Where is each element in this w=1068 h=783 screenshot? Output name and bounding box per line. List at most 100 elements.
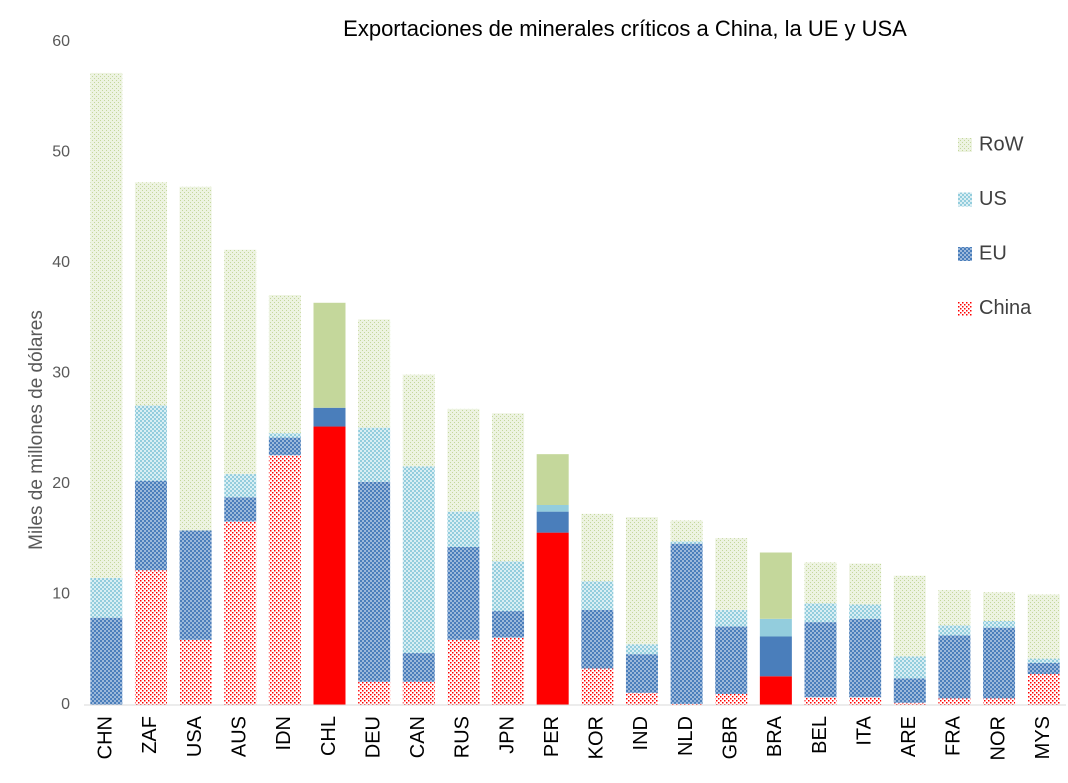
bar-segment xyxy=(670,703,703,705)
bar-segment xyxy=(804,562,837,604)
bar-segment xyxy=(759,636,792,677)
y-axis-label: Miles de millones de dólares xyxy=(26,310,47,550)
bar-segment xyxy=(358,427,391,482)
bar-segment xyxy=(849,604,882,619)
bar-segment xyxy=(134,480,167,571)
bar-segment xyxy=(134,570,167,705)
bar-segment xyxy=(447,511,480,547)
bar-segment xyxy=(536,504,569,512)
legend-label: China xyxy=(979,297,1032,319)
x-tick-label: IND xyxy=(630,716,652,750)
bar-segment xyxy=(90,577,123,618)
bar-segment xyxy=(268,433,301,438)
bar-segment xyxy=(983,592,1016,622)
bar-segment xyxy=(447,408,480,512)
bar-segment xyxy=(179,639,212,705)
x-tick-label: BRA xyxy=(764,715,786,757)
bar-segment xyxy=(938,625,971,636)
bar-segment xyxy=(402,653,435,682)
x-tick-label: DEU xyxy=(362,716,384,758)
bar-segment xyxy=(625,644,658,655)
bar-segment xyxy=(179,186,212,531)
bar-segment xyxy=(90,617,123,705)
bar-segment xyxy=(313,302,346,408)
legend-swatch xyxy=(958,192,972,207)
bar-segment xyxy=(759,618,792,637)
bar-segment xyxy=(670,520,703,542)
y-tick-label: 20 xyxy=(52,475,70,492)
x-tick-label: GBR xyxy=(720,716,742,759)
bar-segment xyxy=(402,374,435,467)
bar-segment xyxy=(893,678,926,703)
bar-segment xyxy=(179,530,212,640)
bar-segment xyxy=(670,543,703,704)
bar-segment xyxy=(983,621,1016,628)
legend-label: RoW xyxy=(979,133,1024,155)
x-tick-label: PER xyxy=(541,716,563,757)
x-tick-label: CAN xyxy=(407,716,429,758)
bar-segment xyxy=(581,513,614,582)
x-tick-label: CHL xyxy=(318,716,340,756)
bar-segment xyxy=(134,182,167,406)
x-tick-label: BEL xyxy=(809,716,831,754)
x-tick-label: NLD xyxy=(675,716,697,756)
bar-segment xyxy=(1027,674,1060,705)
bar-segment xyxy=(715,609,748,627)
bar-segment xyxy=(536,454,569,505)
bar-segment xyxy=(625,517,658,645)
x-tick-label: ZAF xyxy=(139,716,161,754)
bar-segment xyxy=(268,455,301,705)
bar-segment xyxy=(1027,594,1060,659)
bar-segment xyxy=(625,654,658,693)
bar-segment xyxy=(1027,663,1060,675)
bar-segment xyxy=(90,72,123,578)
y-tick-label: 10 xyxy=(52,586,70,603)
bar-segment xyxy=(224,474,257,498)
bar-segment xyxy=(893,575,926,657)
bar-segment xyxy=(938,635,971,699)
bar-segment xyxy=(849,618,882,698)
y-tick-label: 30 xyxy=(52,365,70,382)
bar-segment xyxy=(804,697,837,705)
bar-segment xyxy=(983,627,1016,699)
bar-segment xyxy=(893,702,926,705)
bar-segment xyxy=(358,681,391,705)
bar-segment xyxy=(759,676,792,705)
x-tick-label: ITA xyxy=(853,715,875,745)
legend-swatch xyxy=(958,138,972,152)
bar-segment xyxy=(983,698,1016,705)
bar-segment xyxy=(715,538,748,610)
x-tick-label: KOR xyxy=(586,716,608,759)
x-tick-label: FRA xyxy=(943,715,965,756)
bar-segment xyxy=(1027,658,1060,664)
legend-label: US xyxy=(979,188,1007,210)
bar-segment xyxy=(849,563,882,605)
x-tick-label: CHN xyxy=(95,716,117,759)
bar-segment xyxy=(804,603,837,623)
bar-segment xyxy=(224,497,257,522)
y-tick-label: 60 xyxy=(52,33,70,50)
legend-swatch xyxy=(958,301,972,316)
bar-segment xyxy=(268,295,301,434)
bar-segment xyxy=(804,622,837,698)
bar-segment xyxy=(224,249,257,475)
x-tick-label: IDN xyxy=(273,716,295,750)
bar-segment xyxy=(492,413,525,562)
y-tick-label: 0 xyxy=(61,696,70,713)
y-tick-label: 50 xyxy=(52,144,70,161)
x-tick-label: RUS xyxy=(452,716,474,758)
x-tick-label: ARE xyxy=(898,716,920,757)
bar-segment xyxy=(536,532,569,705)
bar-segment xyxy=(849,697,882,705)
bar-segment xyxy=(402,466,435,654)
bar-segment xyxy=(715,693,748,705)
bar-segment xyxy=(313,426,346,705)
x-tick-label: MYS xyxy=(1032,716,1054,759)
bar-segment xyxy=(402,681,435,705)
bar-segment xyxy=(492,637,525,705)
bar-segment xyxy=(492,561,525,612)
bar-segment xyxy=(358,319,391,428)
bar-segment xyxy=(536,511,569,533)
bar-segment xyxy=(670,541,703,544)
